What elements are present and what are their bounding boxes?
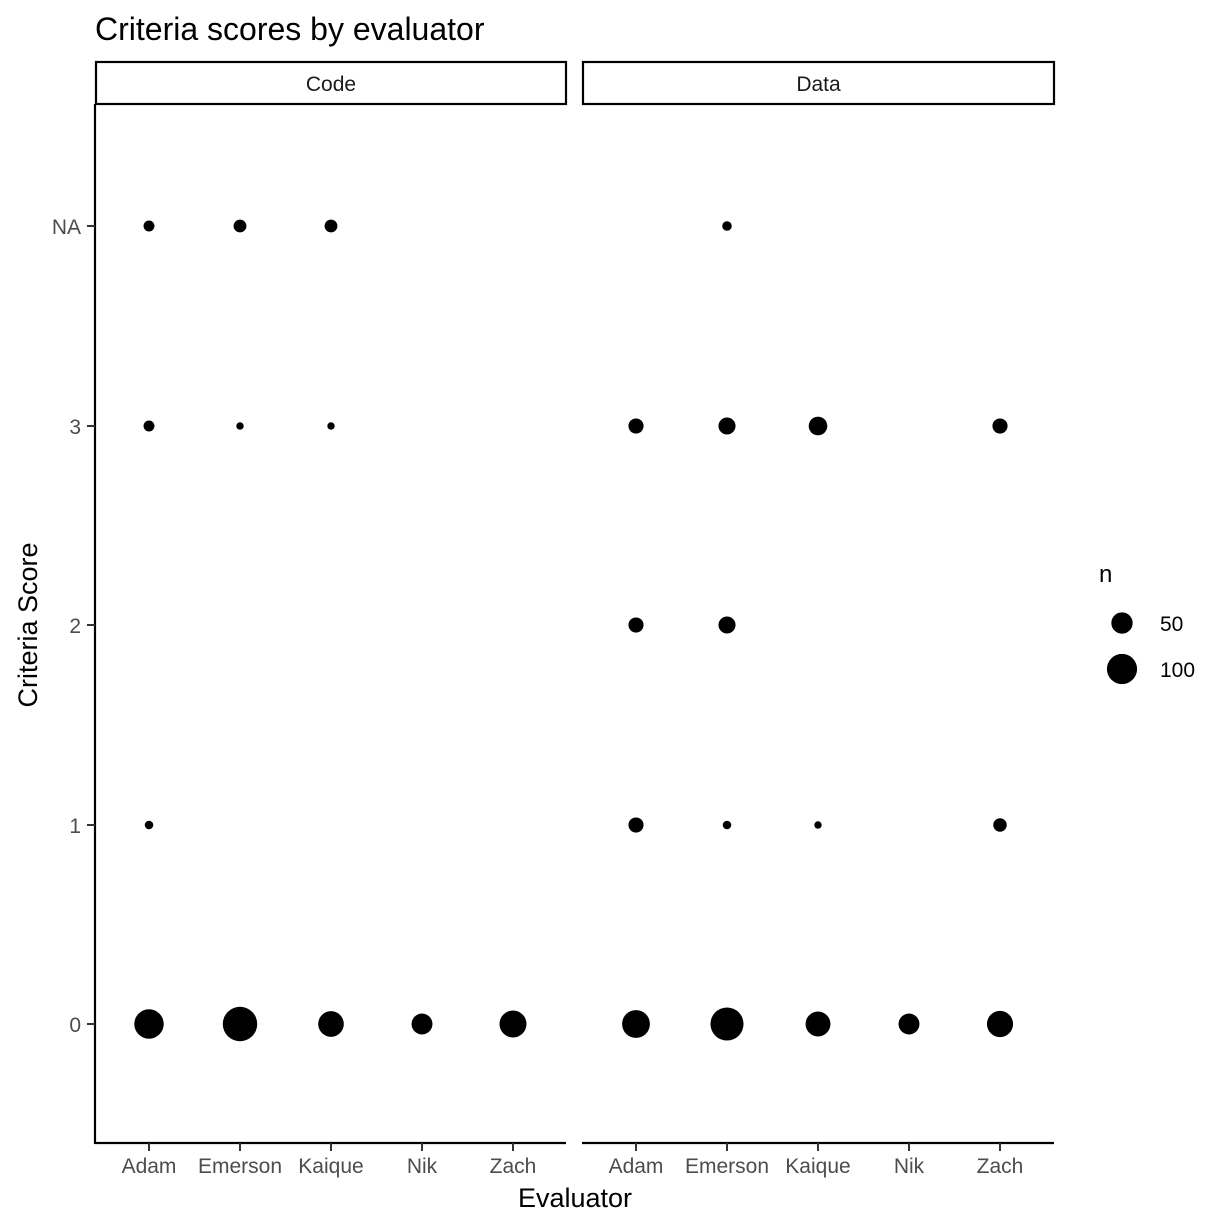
y-tick-label: 2 xyxy=(69,615,81,638)
strip-box xyxy=(581,60,1056,106)
x-tick-label: Emerson xyxy=(685,1155,769,1178)
data-point xyxy=(622,1010,650,1038)
x-tick-label: Nik xyxy=(894,1155,925,1178)
facet-panel-code: Code Adam Emerson Kaique Nik Zach xyxy=(94,60,568,1178)
x-tick-label: Kaique xyxy=(785,1155,850,1178)
y-tick-label: 3 xyxy=(69,416,81,439)
x-axis-title: Evaluator xyxy=(518,1183,632,1213)
x-tick-label: Emerson xyxy=(198,1155,282,1178)
size-legend: n 50 100 xyxy=(1099,561,1195,685)
strip-box xyxy=(94,60,568,106)
data-point xyxy=(143,420,155,432)
x-tick-label: Nik xyxy=(407,1155,438,1178)
data-point xyxy=(327,422,335,430)
data-point xyxy=(628,617,644,633)
x-tick-label: Zach xyxy=(977,1155,1024,1178)
data-point xyxy=(236,422,244,430)
data-point xyxy=(898,1013,920,1035)
data-point xyxy=(986,1010,1014,1038)
legend-label: 50 xyxy=(1160,613,1183,636)
data-point xyxy=(143,220,155,232)
legend-label: 100 xyxy=(1160,659,1195,682)
data-point xyxy=(144,820,154,830)
data-point xyxy=(808,416,828,436)
y-axis-title: Criteria Score xyxy=(13,542,43,707)
legend-title: n xyxy=(1099,561,1112,588)
data-point xyxy=(993,818,1007,832)
data-point xyxy=(324,219,338,233)
data-point xyxy=(722,221,732,231)
x-tick-label: Adam xyxy=(122,1155,177,1178)
data-point xyxy=(134,1009,164,1039)
data-point xyxy=(718,417,736,435)
y-axis: 0 1 2 3 NA xyxy=(52,104,97,1144)
data-point xyxy=(318,1011,344,1037)
facet-panel-data: Data Adam Emerson Kaique Nik Zach xyxy=(581,60,1056,1178)
x-tick-label: Zach xyxy=(490,1155,537,1178)
strip-label: Code xyxy=(306,73,356,96)
data-point xyxy=(814,821,822,829)
data-point xyxy=(722,820,732,830)
data-point xyxy=(233,219,247,233)
data-point xyxy=(499,1010,527,1038)
data-point xyxy=(222,1006,258,1042)
data-point xyxy=(628,817,644,833)
data-point xyxy=(628,418,644,434)
data-points xyxy=(134,219,1014,1042)
legend-key xyxy=(1106,653,1138,685)
chart-title: Criteria scores by evaluator xyxy=(95,11,485,47)
legend-key xyxy=(1111,612,1133,634)
data-point xyxy=(805,1011,831,1037)
x-tick-label: Kaique xyxy=(298,1155,363,1178)
facet-panels: Code Adam Emerson Kaique Nik Zach Data Adam Emer… xyxy=(94,60,1056,1178)
data-point xyxy=(992,418,1008,434)
data-point xyxy=(411,1013,433,1035)
data-point xyxy=(718,616,736,634)
y-tick-label: 1 xyxy=(69,815,81,838)
y-tick-label: NA xyxy=(52,216,81,239)
strip-label: Data xyxy=(796,73,841,96)
y-tick-label: 0 xyxy=(69,1014,81,1037)
data-point xyxy=(710,1007,744,1041)
x-tick-label: Adam xyxy=(609,1155,664,1178)
